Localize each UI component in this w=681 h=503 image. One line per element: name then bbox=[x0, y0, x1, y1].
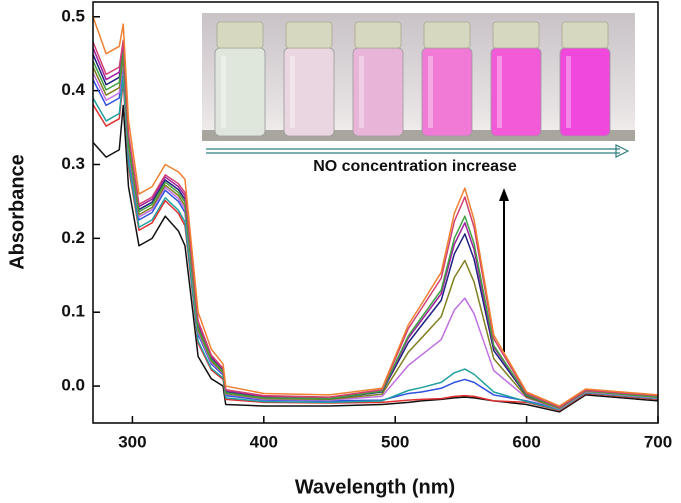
x-tick-label: 600 bbox=[512, 432, 540, 451]
inset-photo bbox=[202, 13, 635, 141]
spectrum-line bbox=[92, 51, 659, 409]
x-tick-label: 400 bbox=[250, 432, 278, 451]
annotation: NO concentration increase bbox=[313, 158, 517, 175]
y-tick-label: 0.5 bbox=[61, 6, 85, 25]
arrow-head bbox=[615, 144, 630, 158]
x-axis-title: Wavelength (nm) bbox=[295, 476, 455, 498]
x-tick-label: 300 bbox=[118, 432, 146, 451]
plot: 300 400 500 600 700 0.0 0.1 0.2 0.3 0.4 0.5 bbox=[61, 1, 672, 451]
arrow-head bbox=[499, 188, 509, 201]
spectrum-line bbox=[92, 39, 659, 409]
photo-shelf bbox=[202, 130, 635, 141]
vial-shine bbox=[290, 56, 295, 128]
vial-shine bbox=[566, 56, 571, 128]
vial-cap bbox=[216, 21, 264, 49]
vial-cap bbox=[423, 21, 471, 49]
y-tick-label: 0.1 bbox=[61, 302, 85, 321]
y-axis-title: Absorbance bbox=[6, 154, 28, 270]
vial-shine bbox=[359, 56, 364, 128]
y-tick-label: 0.2 bbox=[61, 228, 85, 247]
increase-arrow bbox=[499, 188, 509, 352]
y-tick-label: 0.3 bbox=[61, 154, 85, 173]
vial-shine bbox=[221, 56, 226, 128]
spectrum-line bbox=[92, 104, 659, 413]
y-tick-label: 0.0 bbox=[61, 376, 85, 395]
vial-cap bbox=[561, 21, 609, 49]
spectrum-line bbox=[92, 16, 659, 407]
vial-shine bbox=[497, 56, 502, 128]
y-tick-label: 0.4 bbox=[61, 80, 85, 99]
x-tick-label: 700 bbox=[644, 432, 672, 451]
plot-frame bbox=[92, 1, 659, 424]
vial-cap bbox=[492, 21, 540, 49]
vial-cap bbox=[285, 21, 333, 49]
concentration-arrow bbox=[206, 144, 630, 158]
x-tick-label: 500 bbox=[381, 432, 409, 451]
spectrum-line bbox=[92, 75, 659, 411]
vial-cap bbox=[354, 21, 402, 49]
vial-shine bbox=[428, 56, 433, 128]
